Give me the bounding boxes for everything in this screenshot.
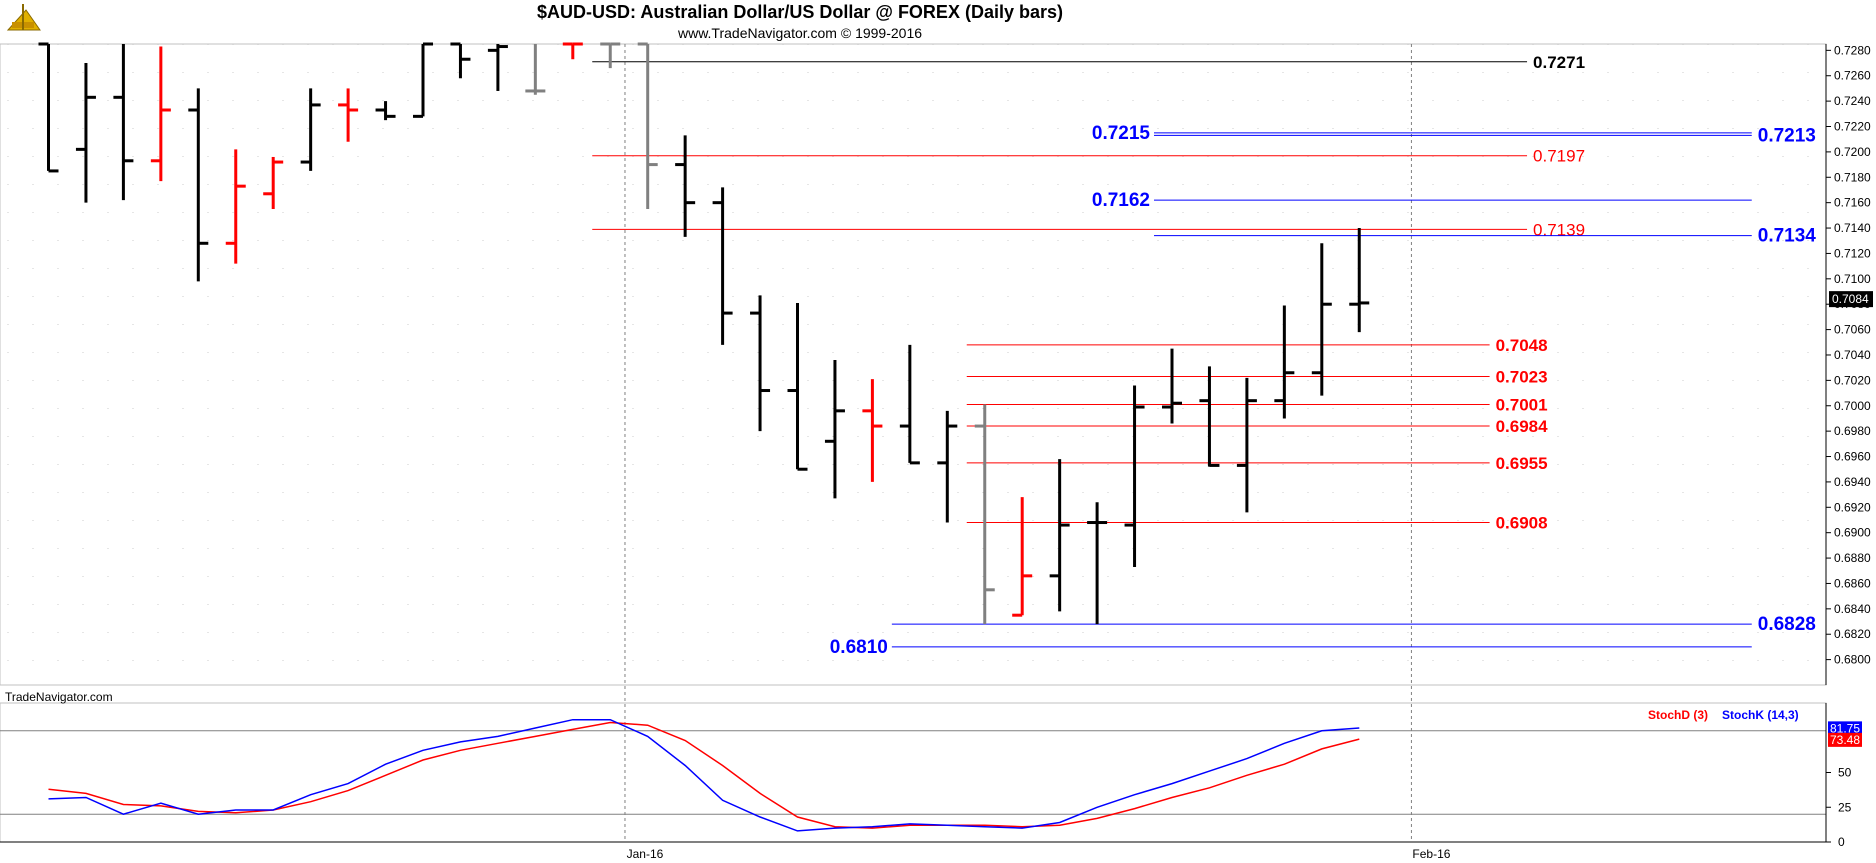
level-label: 0.7197	[1533, 147, 1585, 166]
level-label: 0.7271	[1533, 53, 1585, 72]
price-tick-label: 0.7140	[1834, 221, 1871, 235]
last-price-label: 0.7084	[1832, 292, 1869, 306]
stochd-value-box	[1828, 732, 1862, 747]
price-tick-label: 0.7100	[1834, 272, 1871, 286]
price-tick-label: 0.6920	[1834, 500, 1871, 514]
price-tick-label: 0.6880	[1834, 551, 1871, 565]
price-tick-label: 0.7180	[1834, 170, 1871, 184]
date-tick-label: Feb-16	[1412, 847, 1450, 861]
price-tick-label: 0.7060	[1834, 323, 1871, 337]
price-tick-label: 0.6800	[1834, 653, 1871, 667]
ohlc-bars	[38, 42, 1370, 625]
price-tick-label: 0.6900	[1834, 526, 1871, 540]
legend-stochk: StochK (14,3)	[1722, 708, 1799, 722]
price-tick-label: 0.7240	[1834, 94, 1871, 108]
legend-stochd: StochD (3)	[1648, 708, 1708, 722]
level-label: 0.6984	[1496, 417, 1549, 436]
price-tick-label: 0.6820	[1834, 627, 1871, 641]
price-tick-label: 0.6960	[1834, 450, 1871, 464]
level-label: 0.7215	[1092, 123, 1151, 144]
price-levels: 0.7271 0.7215 0.7213 0.7197 0.7162 0.7139 0.71…	[592, 53, 1816, 658]
price-tick-label: 0.7260	[1834, 69, 1871, 83]
grid	[7, 44, 1809, 842]
level-label: 0.7001	[1496, 395, 1548, 414]
level-label: 0.7048	[1496, 336, 1548, 355]
price-tick-label: 0.7040	[1834, 348, 1871, 362]
price-tick-label: 0.7120	[1834, 246, 1871, 260]
price-tick-label: 0.6840	[1834, 602, 1871, 616]
stochk-line	[48, 718, 1360, 832]
date-tick-label: Jan-16	[627, 847, 664, 861]
price-tick-label: 0.6980	[1834, 424, 1871, 438]
watermark: TradeNavigator.com	[5, 690, 113, 704]
logo	[6, 4, 41, 31]
level-label: 0.6955	[1496, 454, 1548, 473]
level-label: 0.7162	[1092, 190, 1150, 211]
stoch-tick-label: 0	[1838, 835, 1845, 849]
price-tick-label: 0.7220	[1834, 120, 1871, 134]
price-axis: 0.6800 0.6820 0.6840 0.6860 0.6880 0.6900 0.69…	[1825, 43, 1873, 685]
level-label: 0.7023	[1496, 368, 1548, 387]
price-tick-label: 0.6940	[1834, 475, 1871, 489]
stochk-value-label: 81.75	[1830, 721, 1860, 735]
level-label: 0.7134	[1758, 226, 1817, 247]
price-tick-label: 0.7020	[1834, 373, 1871, 387]
level-label: 0.6828	[1758, 614, 1816, 635]
level-label: 0.6810	[830, 637, 888, 658]
page-title: $AUD-USD: Australian Dollar/US Dollar @ …	[537, 2, 1063, 22]
price-tick-label: 0.7200	[1834, 145, 1871, 159]
page-subtitle: www.TradeNavigator.com © 1999-2016	[677, 25, 923, 41]
price-tick-label: 0.6860	[1834, 576, 1871, 590]
last-price-box	[1829, 291, 1873, 308]
level-label: 0.7213	[1758, 125, 1816, 146]
stoch-panel	[0, 702, 1827, 843]
level-label: 0.7139	[1533, 220, 1585, 239]
price-tick-label: 0.7000	[1834, 399, 1871, 413]
price-panel	[0, 43, 1827, 686]
stoch-tick-label: 50	[1838, 766, 1852, 780]
price-tick-label: 0.7280	[1834, 43, 1871, 57]
price-tick-label: 0.7160	[1834, 196, 1871, 210]
level-label: 0.6908	[1496, 514, 1548, 533]
stochd-value-label: 73.48	[1830, 733, 1860, 747]
date-axis: Jan-16 Feb-16	[0, 841, 1826, 861]
stochk-value-box	[1828, 721, 1862, 736]
stoch-tick-label: 25	[1838, 800, 1852, 814]
